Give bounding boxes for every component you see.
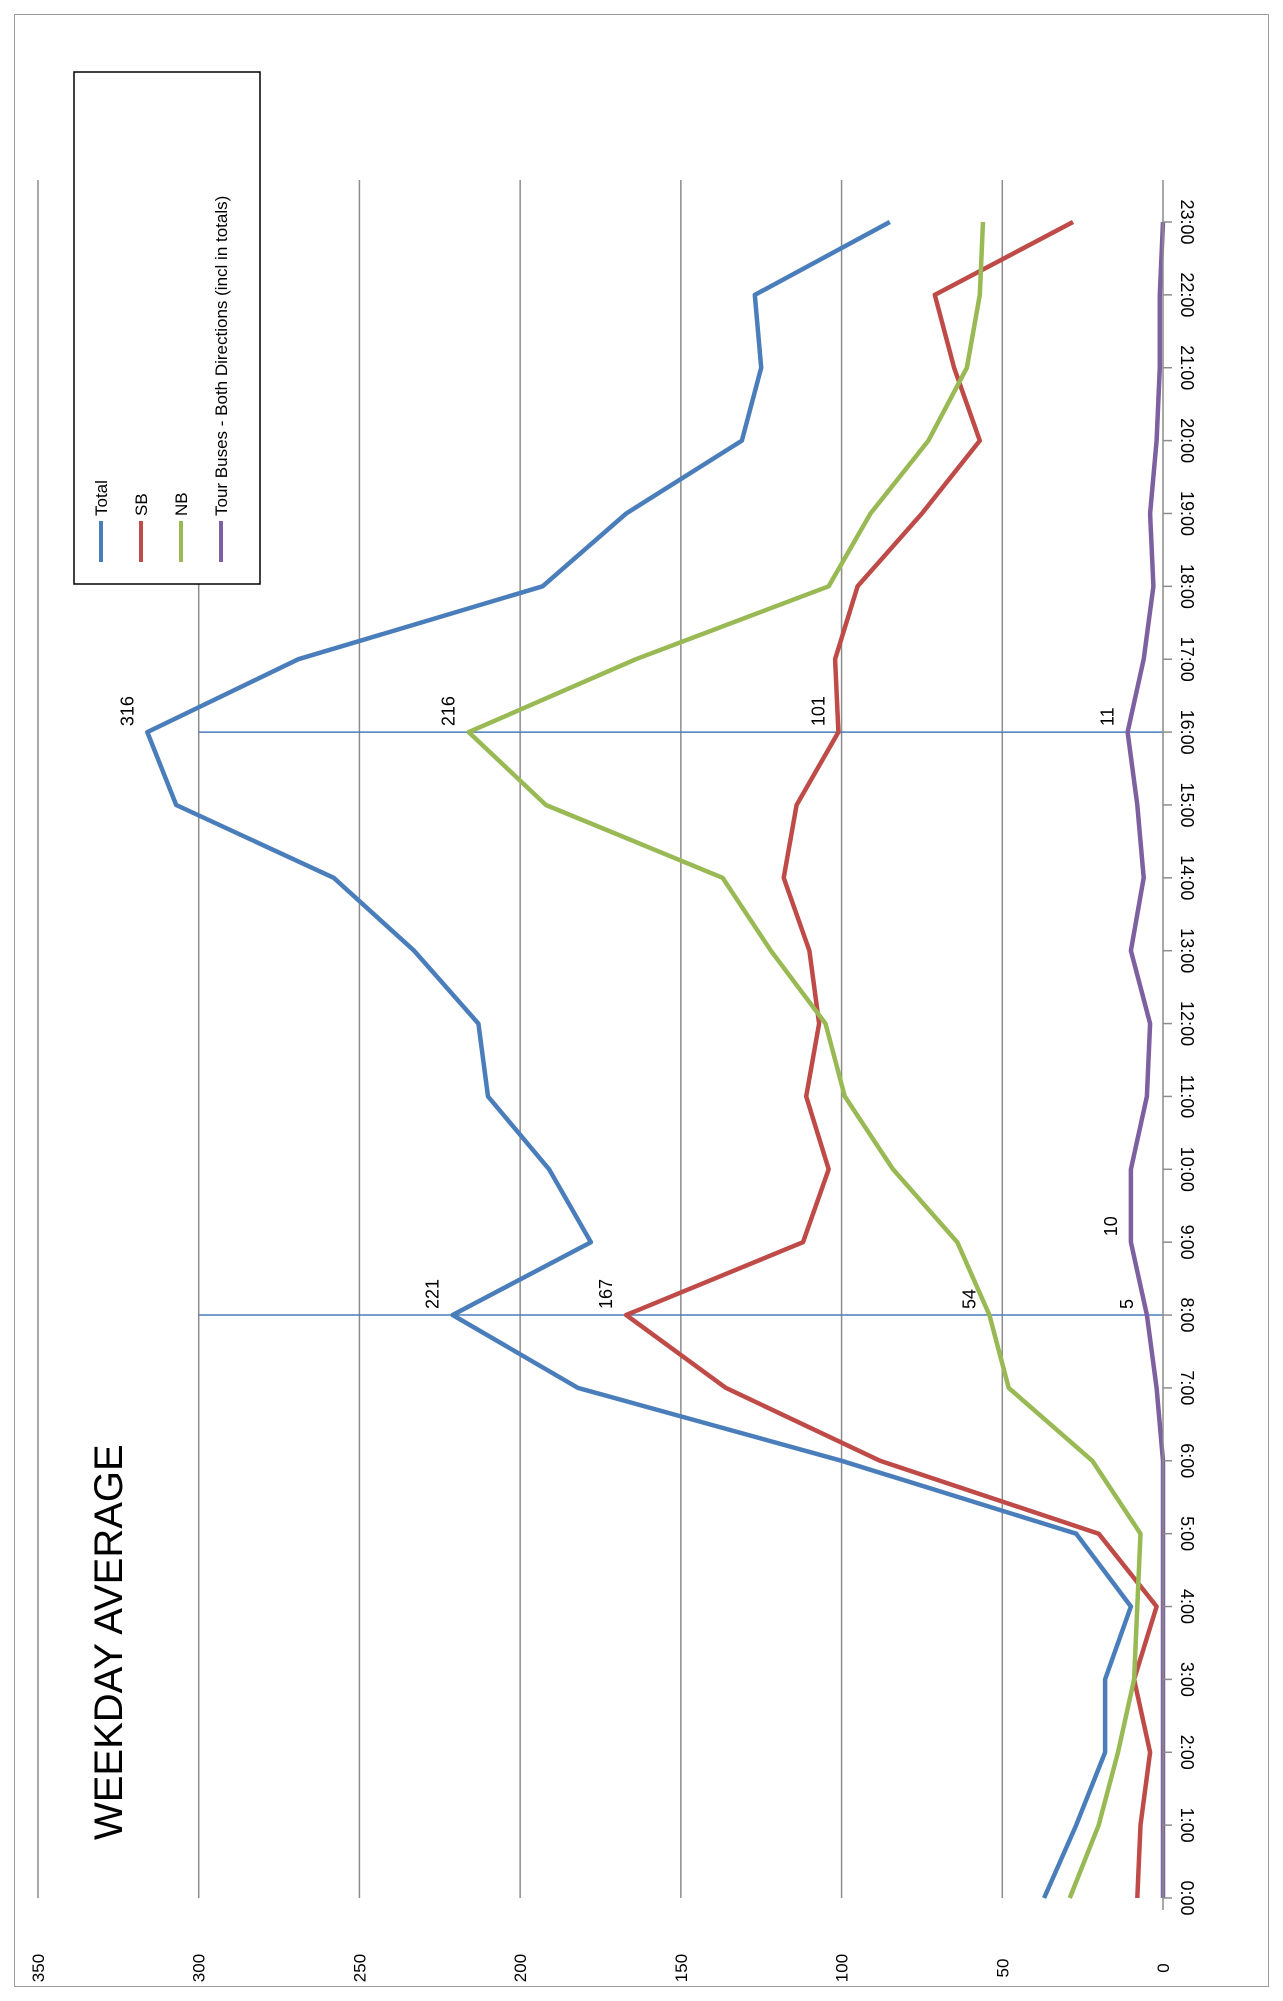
category-tick-label-8:00: 8:00	[1177, 1298, 1197, 1333]
chart-frame	[14, 14, 1269, 1987]
data-label-9: 11	[1098, 707, 1118, 726]
legend-box	[73, 71, 261, 585]
category-tick-label-6:00: 6:00	[1177, 1443, 1197, 1478]
category-tick-label-16:00: 16:00	[1177, 710, 1197, 755]
data-label-5: 10	[1101, 1216, 1121, 1236]
category-tick-label-15:00: 15:00	[1177, 782, 1197, 827]
data-label-7: 216	[439, 696, 459, 726]
legend: Total SB NB Tour Buses - Both Directions (i…	[73, 71, 261, 585]
category-tick-label-5:00: 5:00	[1177, 1516, 1197, 1551]
category-tick-label-12:00: 12:00	[1177, 1001, 1197, 1046]
category-tick-label-22:00: 22:00	[1177, 272, 1197, 317]
category-tick-label-23:00: 23:00	[1177, 199, 1197, 244]
category-tick-label-21:00: 21:00	[1177, 345, 1197, 390]
value-tick-label-200: 200	[511, 1954, 530, 1982]
series-layer	[145, 220, 1166, 1899]
category-tick-label-17:00: 17:00	[1177, 637, 1197, 682]
data-label-8: 101	[808, 696, 828, 726]
value-tick-label-300: 300	[190, 1954, 209, 1982]
value-tick-label-0: 0	[1154, 1963, 1173, 1972]
category-tick-label-19:00: 19:00	[1177, 491, 1197, 536]
series-line-1	[145, 220, 1134, 1899]
reference-lines	[198, 731, 1163, 1316]
legend-label-4: Tour Buses - Both Directions (incl in to…	[212, 196, 231, 516]
data-label-3: 54	[959, 1289, 979, 1309]
category-tick-label-1:00: 1:00	[1177, 1808, 1197, 1843]
value-tick-label-150: 150	[672, 1954, 691, 1982]
category-tick-label-9:00: 9:00	[1177, 1225, 1197, 1260]
data-label-4: 5	[1117, 1299, 1137, 1309]
series-line-3	[466, 221, 1143, 1899]
legend-label-1: Total	[92, 480, 111, 516]
legend-label-2: SB	[132, 493, 151, 516]
category-tick-label-2:00: 2:00	[1177, 1735, 1197, 1770]
category-tick-label-14:00: 14:00	[1177, 855, 1197, 900]
legend-label-3: NB	[172, 492, 191, 516]
value-tick-label-100: 100	[833, 1954, 852, 1982]
chart-title: WEEKDAY AVERAGE	[87, 1444, 131, 1840]
data-label-6: 316	[117, 696, 137, 726]
category-tick-label-0:00: 0:00	[1177, 1880, 1197, 1915]
category-tick-label-13:00: 13:00	[1177, 928, 1197, 973]
axis-layer: 0 50 100 150 200 250 300 350 0:00 1:00 2:00 3:00 4:0…	[29, 180, 1197, 1982]
category-tick-label-4:00: 4:00	[1177, 1589, 1197, 1624]
data-label-2: 167	[596, 1279, 616, 1309]
category-tick-label-11:00: 11:00	[1177, 1075, 1197, 1119]
category-tick-label-20:00: 20:00	[1177, 418, 1197, 463]
category-tick-label-10:00: 10:00	[1177, 1147, 1197, 1192]
series-line-2	[623, 220, 1159, 1899]
category-tick-label-3:00: 3:00	[1177, 1662, 1197, 1697]
data-labels: 221 167 54 5 10 316 216 101 11	[117, 696, 1137, 1309]
category-tick-label-18:00: 18:00	[1177, 564, 1197, 609]
value-tick-label-350: 350	[29, 1954, 48, 1982]
value-tick-label-50: 50	[993, 1959, 1012, 1978]
data-label-1: 221	[423, 1279, 443, 1309]
legend-items: Total SB NB Tour Buses - Both Directions (i…	[92, 196, 231, 562]
value-tick-label-250: 250	[350, 1954, 369, 1982]
category-tick-label-7:00: 7:00	[1177, 1370, 1197, 1405]
